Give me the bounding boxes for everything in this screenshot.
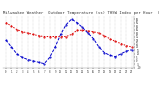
Text: Milwaukee Weather  Outdoor Temperature (vs) THSW Index per Hour  (Last 24 Hours): Milwaukee Weather Outdoor Temperature (v… — [3, 11, 160, 15]
